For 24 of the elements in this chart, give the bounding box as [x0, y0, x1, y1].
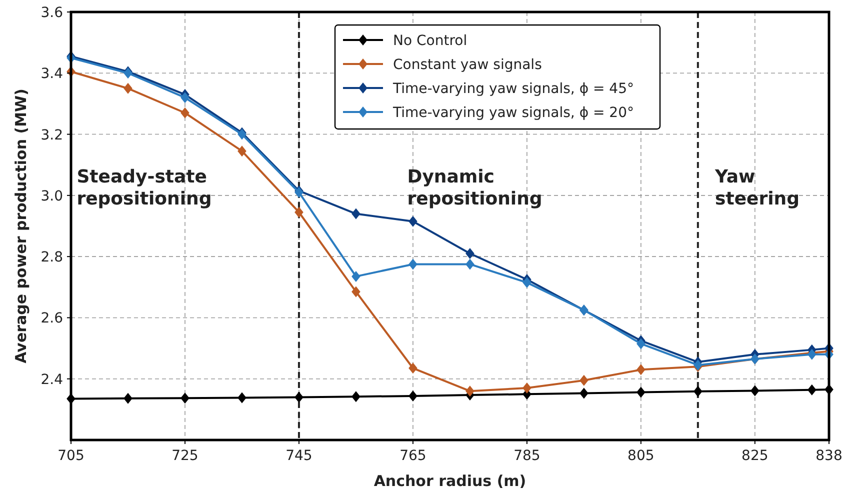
x-tick-label: 765 — [400, 448, 426, 464]
y-tick-label: 3.4 — [40, 66, 64, 82]
annotation: Dynamic repositioning — [407, 166, 542, 210]
x-tick-label: 825 — [742, 448, 768, 464]
x-tick-label: 805 — [628, 448, 654, 464]
annotation: Steady-state repositioning — [76, 166, 212, 210]
x-tick-label: 705 — [58, 448, 84, 464]
y-tick-label: 3.6 — [40, 5, 64, 21]
legend-label: Time-varying yaw signals, ϕ = 45° — [392, 81, 634, 97]
x-tick-label: 838 — [816, 448, 842, 464]
y-axis-title: Average power production (MW) — [12, 88, 30, 364]
legend-label: Constant yaw signals — [393, 57, 542, 73]
y-tick-label: 2.6 — [40, 310, 64, 327]
y-tick-label: 3.2 — [40, 127, 63, 144]
x-tick-label: 745 — [286, 448, 312, 464]
x-tick-label: 725 — [172, 448, 198, 464]
y-tick-label: 2.8 — [40, 250, 63, 266]
y-tick-label: 2.4 — [40, 372, 64, 388]
legend-label: Time-varying yaw signals, ϕ = 20° — [392, 105, 634, 121]
x-tick-label: 785 — [514, 448, 540, 464]
legend-label: No Control — [393, 33, 468, 49]
y-tick-label: 3.0 — [40, 188, 63, 204]
annotation: Yaw steering — [714, 166, 800, 210]
x-axis-title: Anchor radius (m) — [374, 472, 526, 490]
